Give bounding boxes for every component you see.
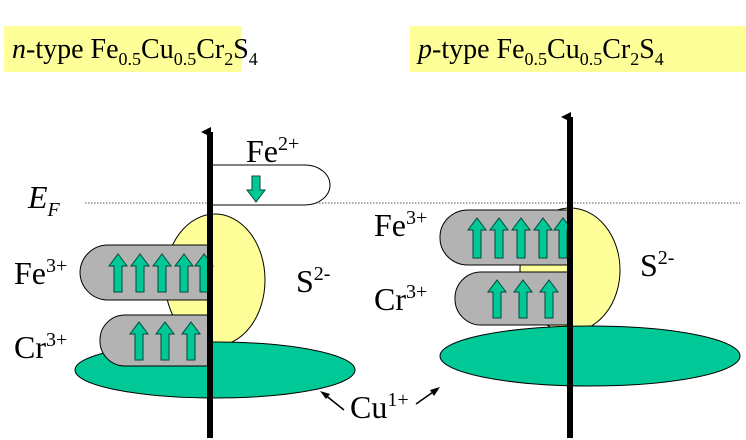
fe2-label: Fe2+ xyxy=(246,133,299,169)
cu-label: Cu1+ xyxy=(350,389,409,425)
fermi-label: EF xyxy=(27,179,61,221)
fe3-band xyxy=(80,245,210,300)
page: {"titles": [["n", "-type Fe", "0.5", "Cu… xyxy=(0,0,746,440)
diagram: n-type Fe0.5Cu0.5Cr2S4 p-type Fe0.5Cu0.5… xyxy=(0,0,746,440)
fe2-band xyxy=(212,165,330,205)
fe3-band xyxy=(440,210,570,265)
cr3-label: Cr3+ xyxy=(14,329,67,365)
s-label: S2- xyxy=(296,263,330,299)
fe3-label: Fe3+ xyxy=(374,207,427,243)
s-label: S2- xyxy=(640,247,674,283)
cu-band xyxy=(440,326,740,386)
cr3-label: Cr3+ xyxy=(374,281,427,317)
pointer-head xyxy=(430,387,440,396)
fe3-label: Fe3+ xyxy=(14,255,67,291)
